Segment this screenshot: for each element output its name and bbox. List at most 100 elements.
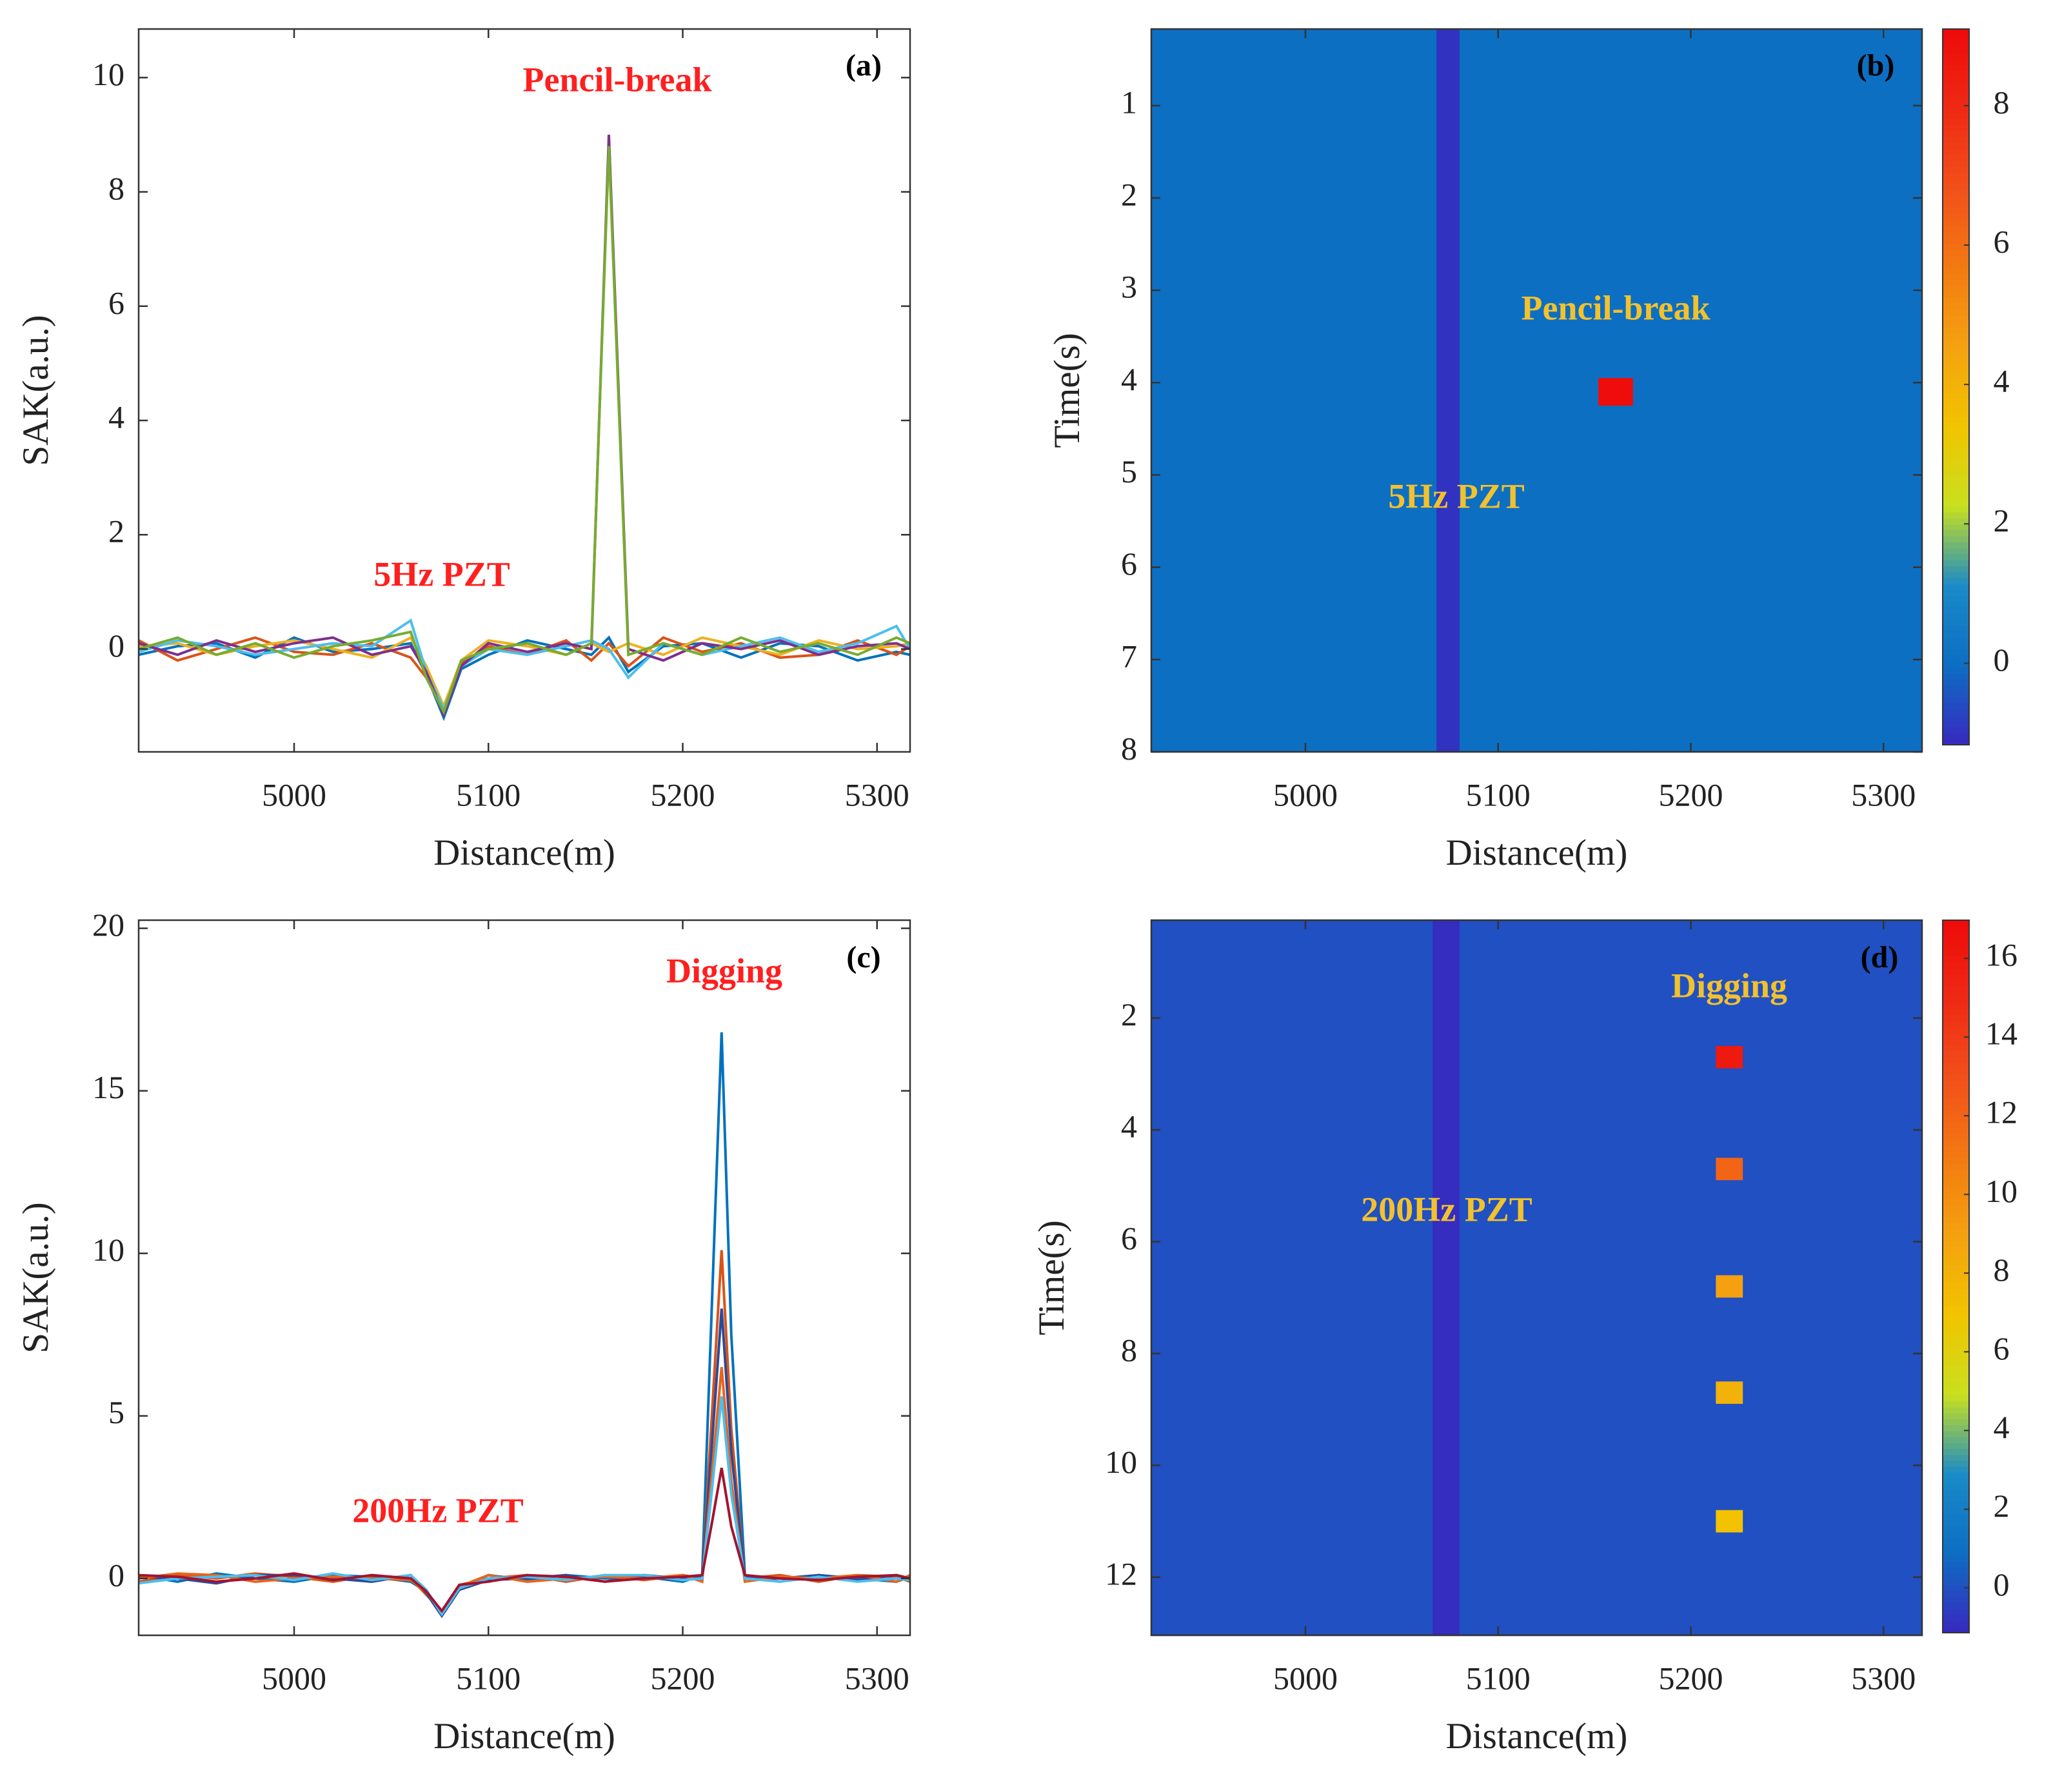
y-tick-label: 7: [1121, 638, 1137, 674]
colorbar-slice: [1943, 655, 1969, 662]
colorbar-slice: [1943, 178, 1969, 185]
plot-area: [139, 134, 910, 722]
colorbar-slice: [1943, 1152, 1969, 1158]
colorbar-slice: [1943, 124, 1969, 131]
x-tick-label: 5100: [1466, 1660, 1531, 1696]
colorbar-slice: [1943, 733, 1969, 740]
colorbar-slice: [1943, 404, 1969, 411]
heat-cell: [1716, 1046, 1743, 1069]
colorbar-slice: [1943, 1354, 1969, 1361]
colorbar-slice: [1943, 661, 1969, 668]
annotation: Pencil-break: [1522, 288, 1710, 327]
colorbar-slice: [1943, 136, 1969, 143]
colorbar-slice: [1943, 435, 1969, 441]
y-axis-label: SAK(a.u.): [15, 1202, 56, 1353]
heat-cell: [1743, 1532, 1922, 1635]
colorbar-slice: [1943, 1063, 1969, 1069]
colorbar-tick-label: 2: [1994, 502, 2010, 538]
colorbar-tick-label: 8: [1994, 1252, 2010, 1288]
colorbar-frame: [1942, 920, 1970, 1633]
annotation: Pencil-break: [523, 60, 712, 99]
colorbar-slice: [1943, 1246, 1969, 1254]
colorbar-slice: [1943, 967, 1969, 974]
colorbar-slice: [1943, 1526, 1969, 1533]
colorbar-slice: [1943, 220, 1969, 226]
heat-cell: [1716, 1180, 1743, 1276]
heat-cell: [1716, 1510, 1743, 1533]
colorbar-slice: [1943, 345, 1969, 352]
colorbar-slice: [1943, 196, 1969, 202]
colorbar-slice: [1943, 1359, 1969, 1366]
colorbar-slice: [1943, 1502, 1969, 1509]
colorbar-slice: [1943, 1478, 1969, 1485]
y-tick-label: 20: [92, 907, 124, 943]
colorbar-slice: [1943, 268, 1969, 274]
heat-cell: [1460, 29, 1599, 379]
colorbar-slice: [1943, 1086, 1969, 1093]
data-line: [139, 1396, 910, 1617]
colorbar-slice: [1943, 64, 1969, 72]
heat-cell: [1460, 1404, 1716, 1511]
colorbar-slice: [1943, 1591, 1969, 1598]
colorbar-slice: [1943, 363, 1969, 369]
x-axis-label: Distance(m): [1446, 1716, 1628, 1757]
heat-cell: [1151, 920, 1433, 1047]
colorbar-slice: [1943, 1032, 1969, 1039]
heat-cell: [1436, 29, 1460, 379]
colorbar-slice: [1943, 1228, 1969, 1236]
heat-cell: [1460, 920, 1716, 1047]
heat-cell: [1151, 1157, 1433, 1181]
colorbar-slice: [1943, 315, 1969, 322]
y-tick-label: 6: [1121, 1220, 1137, 1256]
colorbar-slice: [1943, 29, 1969, 35]
colorbar-slice: [1943, 536, 1969, 543]
colorbar-slice: [1943, 1039, 1969, 1045]
colorbar-slice: [1943, 1252, 1969, 1259]
colorbar-slice: [1943, 351, 1969, 358]
colorbar-slice: [1943, 333, 1969, 340]
colorbar-slice: [1943, 88, 1969, 95]
colorbar-slice: [1943, 697, 1969, 704]
colorbar-slice: [1943, 285, 1969, 292]
x-tick-label: 5300: [1851, 776, 1916, 812]
data-line: [139, 1032, 910, 1617]
colorbar-slice: [1943, 1074, 1969, 1081]
y-axis-label: SAK(a.u.): [15, 315, 56, 466]
colorbar-slice: [1943, 464, 1969, 471]
colorbar-slice: [1943, 148, 1969, 155]
heat-cell: [1151, 1297, 1433, 1382]
heat-cell: [1743, 1297, 1922, 1382]
colorbar-slice: [1943, 1508, 1969, 1515]
data-line: [139, 134, 910, 718]
colorbar-slice: [1943, 59, 1969, 66]
colorbar-slice: [1943, 226, 1969, 233]
colorbar-slice: [1943, 1484, 1969, 1491]
annotation: Digging: [1671, 966, 1787, 1005]
colorbar-slice: [1943, 631, 1969, 638]
colorbar-slice: [1943, 709, 1969, 716]
colorbar-slice: [1943, 387, 1969, 393]
colorbar-slice: [1943, 1009, 1969, 1016]
colorbar-slice: [1943, 643, 1969, 650]
heat-cell: [1598, 406, 1634, 752]
colorbar-slice: [1943, 1620, 1969, 1628]
y-tick-label: 2: [1121, 996, 1137, 1032]
colorbar-slice: [1943, 190, 1969, 197]
colorbar-slice: [1943, 500, 1969, 507]
x-tick-label: 5300: [845, 776, 909, 812]
colorbar-slice: [1943, 1193, 1969, 1200]
heat-cell: [1743, 1157, 1922, 1181]
colorbar-slice: [1943, 524, 1969, 531]
colorbar-slice: [1943, 589, 1969, 596]
colorbar-tick-label: 6: [1994, 224, 2010, 260]
colorbar-slice: [1943, 1045, 1969, 1052]
colorbar-slice: [1943, 1561, 1969, 1568]
colorbar-slice: [1943, 35, 1969, 42]
x-tick-label: 5200: [1659, 1660, 1723, 1696]
colorbar-slice: [1943, 584, 1969, 591]
colorbar-slice: [1943, 566, 1969, 573]
colorbar-slice: [1943, 1276, 1969, 1283]
colorbar-tick-label: 10: [1985, 1173, 2017, 1209]
colorbar-slice: [1943, 261, 1969, 268]
colorbar-slice: [1943, 309, 1969, 316]
